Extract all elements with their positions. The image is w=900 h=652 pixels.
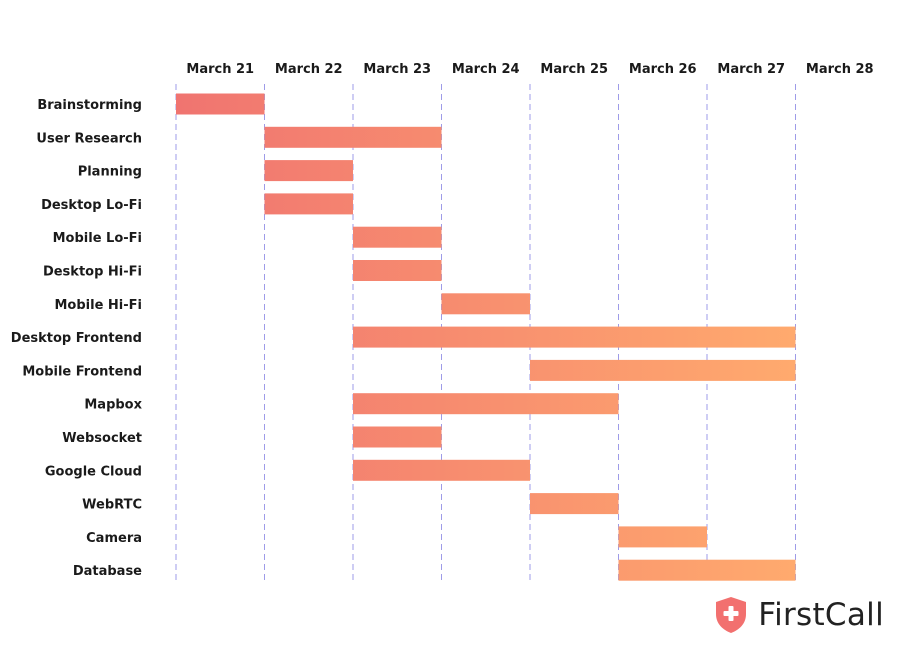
date-tick-label: March 25	[540, 62, 608, 77]
task-label: Camera	[86, 531, 142, 546]
task-bar	[353, 326, 796, 348]
task-label: Mobile Hi-Fi	[55, 298, 143, 313]
gantt-chart: March 21 March 22 March 23 March 24 March 25…	[11, 62, 874, 581]
task-label: Mobile Lo-Fi	[53, 231, 142, 246]
task-label: Brainstorming	[37, 98, 142, 113]
task-label: Websocket	[62, 431, 142, 446]
task-bar	[353, 459, 530, 481]
task-bar	[618, 526, 707, 548]
task-label: User Research	[36, 131, 142, 146]
task-bar	[441, 293, 530, 315]
date-tick-label: March 22	[275, 62, 343, 77]
task-label: Desktop Hi-Fi	[43, 265, 142, 280]
task-bar	[176, 93, 265, 115]
brand-name: FirstCall	[758, 597, 884, 633]
task-bar	[530, 359, 796, 381]
task-bar	[264, 126, 442, 148]
date-tick-label: March 27	[717, 62, 785, 77]
task-bar	[530, 493, 619, 515]
shield-plus-icon	[716, 597, 747, 633]
task-label: Planning	[78, 165, 142, 180]
task-label: Mapbox	[84, 398, 142, 413]
task-bar	[264, 160, 353, 182]
date-tick-label: March 26	[629, 62, 697, 77]
date-tick-label: March 21	[186, 62, 254, 77]
date-tick-label: March 28	[806, 62, 874, 77]
task-label: Mobile Frontend	[22, 364, 142, 379]
task-bar	[353, 226, 442, 248]
task-bar	[264, 193, 353, 215]
brand-logo: FirstCall	[714, 596, 884, 634]
task-label: Desktop Frontend	[11, 331, 142, 346]
task-label: WebRTC	[82, 498, 142, 513]
task-bar	[618, 559, 796, 581]
date-tick-label: March 23	[363, 62, 431, 77]
task-label: Database	[73, 564, 142, 579]
task-bar	[353, 393, 619, 415]
task-bar	[353, 260, 442, 281]
task-label: Google Cloud	[45, 464, 142, 479]
task-label: Desktop Lo-Fi	[41, 198, 142, 213]
date-tick-label: March 24	[452, 62, 520, 77]
task-bar	[353, 426, 442, 448]
